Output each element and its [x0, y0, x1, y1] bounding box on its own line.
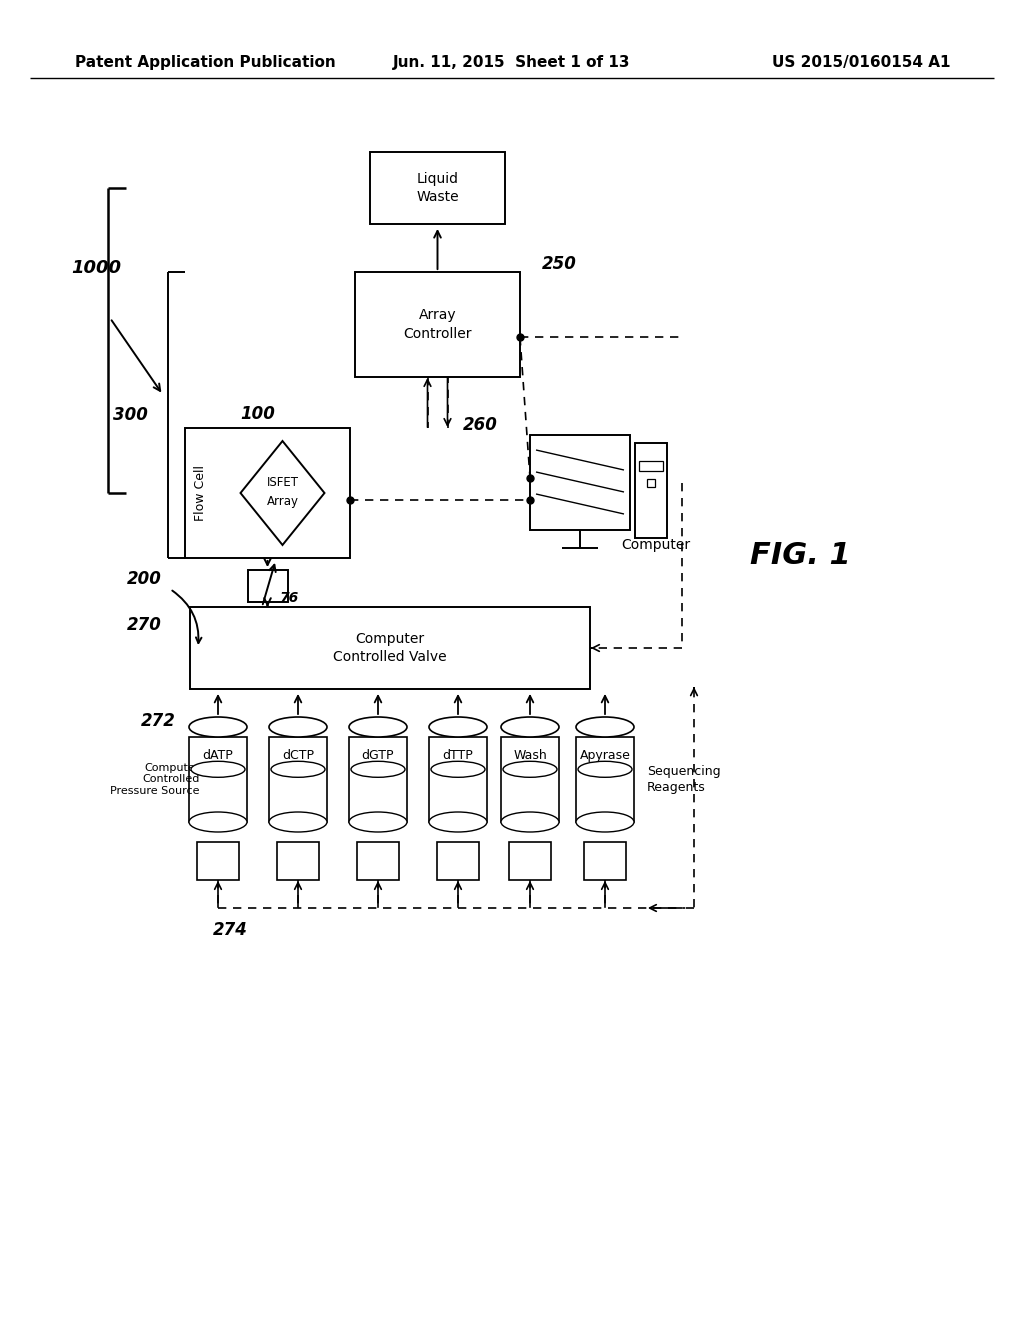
Ellipse shape [501, 717, 559, 737]
Ellipse shape [271, 762, 325, 777]
Text: Controller: Controller [403, 326, 472, 341]
Bar [197, 842, 239, 880]
Bar [355, 272, 520, 378]
Text: Liquid: Liquid [417, 172, 459, 186]
Bar [647, 479, 655, 487]
Text: Flow Cell: Flow Cell [195, 465, 208, 521]
Text: dGTP: dGTP [361, 750, 394, 762]
Text: 272: 272 [141, 711, 176, 730]
Text: Computer: Computer [622, 539, 690, 552]
Text: Sequencing
Reagents: Sequencing Reagents [647, 766, 721, 793]
Ellipse shape [189, 717, 247, 737]
Ellipse shape [429, 812, 487, 832]
Bar [349, 737, 407, 822]
Bar [575, 737, 634, 822]
Ellipse shape [351, 762, 406, 777]
Text: Computer: Computer [355, 632, 425, 645]
Text: FIG. 1: FIG. 1 [750, 540, 850, 569]
Text: 300: 300 [113, 407, 148, 424]
Text: 274: 274 [213, 921, 248, 939]
Text: 270: 270 [127, 616, 162, 634]
Text: Wash: Wash [513, 750, 547, 762]
Ellipse shape [575, 812, 634, 832]
Bar [509, 842, 551, 880]
Ellipse shape [431, 762, 485, 777]
Ellipse shape [575, 717, 634, 737]
Polygon shape [241, 441, 325, 545]
Text: ISFET: ISFET [266, 477, 299, 490]
Ellipse shape [189, 812, 247, 832]
Ellipse shape [578, 762, 632, 777]
Bar [189, 737, 247, 822]
Bar [501, 737, 559, 822]
Bar [357, 842, 399, 880]
Bar [429, 737, 487, 822]
Bar [269, 737, 327, 822]
Text: Patent Application Publication: Patent Application Publication [75, 55, 336, 70]
Ellipse shape [429, 717, 487, 737]
Text: Apyrase: Apyrase [580, 750, 631, 762]
Text: Array: Array [419, 309, 457, 322]
Text: dATP: dATP [203, 750, 233, 762]
Ellipse shape [349, 812, 407, 832]
Ellipse shape [501, 812, 559, 832]
Text: Array: Array [266, 495, 299, 507]
Text: Computer
Controlled
Pressure Source: Computer Controlled Pressure Source [111, 763, 200, 796]
Bar [278, 842, 319, 880]
Text: 260: 260 [463, 416, 498, 434]
Bar [437, 842, 479, 880]
Text: dTTP: dTTP [442, 750, 473, 762]
Text: Jun. 11, 2015  Sheet 1 of 13: Jun. 11, 2015 Sheet 1 of 13 [393, 55, 631, 70]
Text: 100: 100 [240, 405, 274, 422]
Bar [190, 607, 590, 689]
Bar [248, 570, 288, 602]
Bar [185, 428, 350, 558]
Text: Controlled Valve: Controlled Valve [333, 649, 446, 664]
Text: 76: 76 [280, 591, 299, 605]
Text: Waste: Waste [416, 190, 459, 205]
Bar [530, 436, 630, 531]
Ellipse shape [269, 812, 327, 832]
Text: US 2015/0160154 A1: US 2015/0160154 A1 [771, 55, 950, 70]
Bar [635, 444, 667, 539]
Text: dCTP: dCTP [282, 750, 314, 762]
Ellipse shape [269, 717, 327, 737]
Bar [584, 842, 626, 880]
Text: 250: 250 [542, 255, 577, 273]
Ellipse shape [503, 762, 557, 777]
Bar [370, 152, 505, 224]
Text: 1000: 1000 [71, 259, 121, 277]
Ellipse shape [349, 717, 407, 737]
Text: 200: 200 [127, 570, 162, 587]
Ellipse shape [191, 762, 245, 777]
Bar [639, 461, 663, 471]
